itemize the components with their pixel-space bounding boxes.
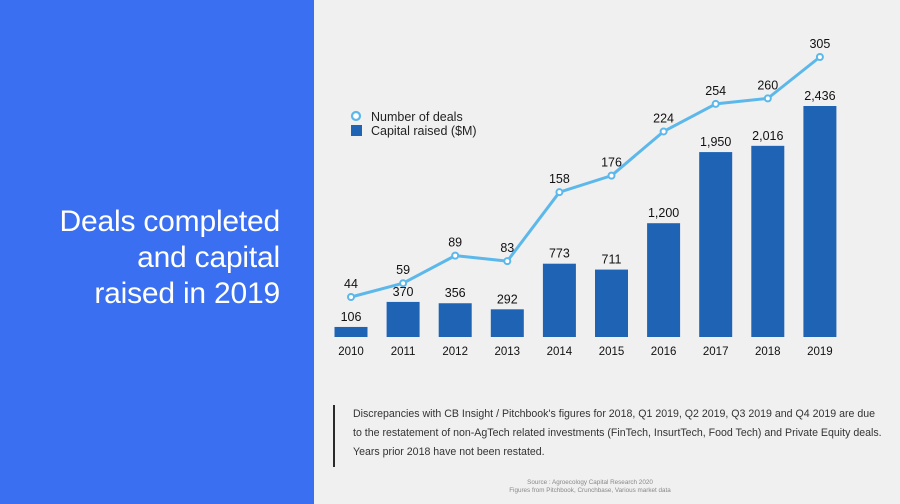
deals-label-2010: 44 [344,277,358,291]
legend-deals-label: Number of deals [371,110,463,124]
legend-capital-swatch [351,125,362,136]
deals-point-2013 [503,257,512,266]
deals-point-2017 [711,99,720,108]
x-tick-2010: 2010 [338,346,364,358]
title-line: and capital [137,241,280,274]
deals-line [350,55,821,299]
x-tick-2019: 2019 [807,346,833,358]
deals-label-2011: 59 [396,263,410,277]
legend-deals-marker [350,110,362,122]
deals-point-2010 [347,293,355,301]
x-tick-2012: 2012 [442,346,468,358]
note-line: Discrepancies with CB Insight / Pitchboo… [353,408,876,420]
deals-point-2015 [607,171,616,180]
x-tick-2013: 2013 [495,346,521,358]
bar-label-2015: 711 [602,253,622,267]
deals-label-2015: 176 [601,156,622,170]
bar-2019 [803,106,837,337]
x-tick-2014: 2014 [547,346,573,358]
bar-2015 [595,269,628,337]
deals-label-2018: 260 [757,78,778,92]
deals-point-2012 [451,251,460,260]
source-line: Figures from Pitchbook, Crunchbase, Vari… [509,487,671,494]
x-tick-2011: 2011 [391,346,416,358]
bar-label-2017: 1,950 [700,135,731,149]
chart-legend: Number of deals Capital raised ($M) [350,110,477,138]
x-tick-2016: 2016 [651,346,677,358]
deals-label-2012: 89 [448,236,462,250]
bar-2017 [699,152,733,337]
bar-2018 [751,145,785,337]
deals-label-2017: 254 [705,84,726,98]
x-tick-2018: 2018 [755,346,781,358]
legend-capital-label: Capital raised ($M) [371,124,477,138]
deals-point-2018 [763,94,772,103]
title-panel: Deals completed and capital raised in 20… [0,0,314,504]
note-line: to the restatement of non-AgTech related… [353,427,882,439]
deals-label-2014: 158 [549,172,570,186]
x-tick-2015: 2015 [599,346,625,358]
discrepancy-note: Discrepancies with CB Insight / Pitchboo… [333,405,882,467]
slide-title: Deals completed and capital raised in 20… [10,204,281,312]
deals-label-2016: 224 [653,111,674,125]
combo-chart: Number of deals Capital raised ($M) 106 3… [334,37,837,358]
bar-label-2018: 2,016 [752,129,783,143]
bar-label-2013: 292 [497,292,518,306]
bar-label-2014: 773 [549,247,570,261]
deals-point-2016 [659,127,668,136]
deals-label-2013: 83 [500,241,514,255]
title-line: Deals completed [59,205,281,238]
deals-point-2011 [399,279,408,288]
source-line: Source : Agroecology Capital Research 20… [527,479,653,486]
bar-2012 [438,303,472,337]
source-note: Source : Agroecology Capital Research 20… [420,479,760,495]
bar-label-2019: 2,436 [804,89,835,103]
bar-label-2016: 1,200 [648,206,679,220]
deals-label-2019: 305 [809,37,830,51]
bar-2011 [386,301,420,337]
bar-2016 [647,223,681,337]
x-tick-2017: 2017 [703,346,729,358]
deals-point-2019 [815,53,824,61]
bar-label-2010: 106 [341,310,362,324]
bar-label-2012: 356 [445,286,466,300]
deals-point-2014 [555,188,564,197]
bar-2014 [542,263,576,337]
bar-2010 [334,326,368,337]
bar-2013 [490,309,524,337]
bar-label-2011: 370 [393,285,414,299]
note-line: Years prior 2018 have not been restated. [353,446,545,458]
title-line: raised in 2019 [94,277,280,310]
